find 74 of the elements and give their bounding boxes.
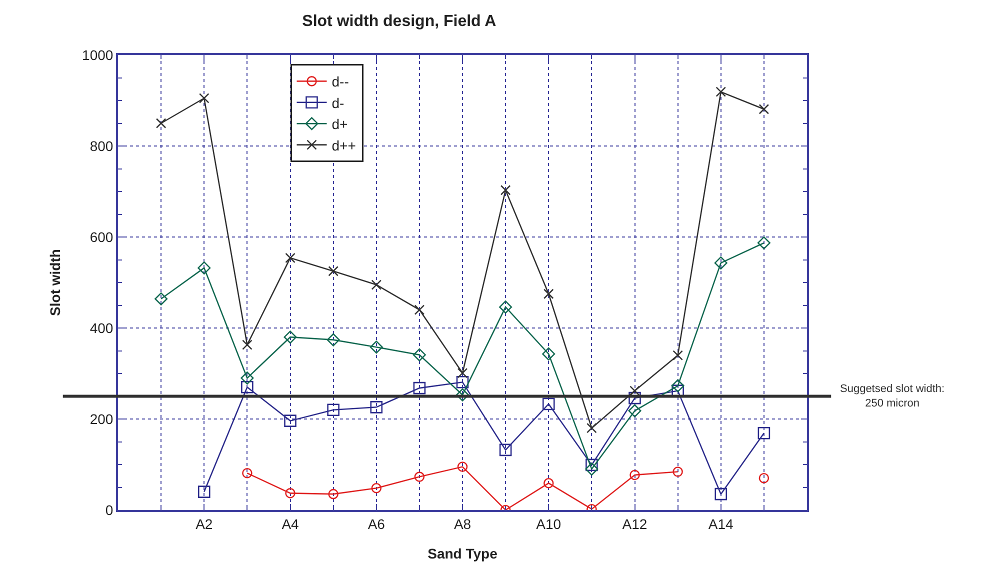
point	[758, 104, 770, 114]
y-tick-label: 600	[90, 228, 114, 245]
point	[630, 470, 640, 480]
point	[414, 472, 425, 482]
point	[242, 340, 252, 350]
x-tick-label: A12	[622, 516, 648, 532]
point	[630, 386, 640, 396]
point	[456, 376, 469, 388]
point	[500, 184, 511, 196]
legend-label: d++	[332, 137, 356, 154]
point	[499, 444, 512, 456]
point	[586, 422, 597, 434]
point	[370, 401, 383, 414]
point	[285, 252, 296, 264]
point	[714, 256, 728, 270]
x-tick-label: A10	[536, 516, 562, 532]
ref-line-label: Suggetsed slot width: 250 micron	[840, 383, 945, 410]
x-tick-label: A6	[368, 516, 386, 532]
x-axis-title: Sand Type	[428, 546, 498, 562]
point	[370, 340, 383, 354]
legend-label: d-	[332, 94, 345, 111]
point	[499, 300, 512, 314]
x-tick-label: A2	[196, 516, 213, 532]
point	[242, 468, 252, 478]
point	[284, 330, 297, 344]
point	[371, 280, 382, 290]
point	[413, 382, 426, 394]
y-tick-label: 0	[105, 502, 114, 518]
y-axis-title: Slot width	[47, 249, 64, 316]
point	[240, 372, 254, 385]
point	[241, 381, 254, 394]
point	[156, 118, 166, 128]
point	[542, 398, 555, 410]
point	[585, 462, 598, 476]
point	[198, 261, 211, 274]
point	[328, 266, 338, 276]
point	[198, 486, 210, 498]
point	[285, 488, 296, 498]
legend-label: d--	[332, 74, 350, 90]
point	[457, 462, 468, 472]
point	[758, 473, 770, 484]
point	[371, 483, 382, 494]
point	[542, 347, 556, 360]
point	[326, 333, 340, 346]
point	[154, 292, 168, 306]
point	[628, 392, 641, 404]
point	[327, 404, 340, 416]
point	[457, 368, 468, 378]
point	[586, 458, 598, 472]
point	[198, 93, 210, 104]
point	[716, 86, 726, 97]
x-tick-label: A8	[454, 516, 472, 532]
x-tick-label: A4	[282, 516, 300, 532]
point	[671, 379, 684, 392]
y-tick-label: 400	[90, 320, 114, 336]
legend-label: d+	[332, 116, 348, 132]
point	[543, 288, 554, 300]
point	[714, 488, 728, 500]
point	[628, 404, 642, 418]
point	[414, 304, 425, 315]
point	[543, 478, 554, 488]
point	[758, 426, 770, 440]
point	[284, 414, 296, 427]
y-tick-label: 800	[90, 138, 114, 154]
y-tick-label: 200	[90, 410, 114, 427]
x-tick-label: A14	[708, 516, 734, 532]
point	[757, 236, 770, 250]
point	[672, 350, 683, 360]
y-tick-label: 1000	[82, 46, 114, 63]
point	[456, 388, 469, 402]
point	[328, 488, 338, 500]
point	[412, 348, 426, 362]
chart-title: Slot width design, Field A	[302, 12, 497, 30]
point	[672, 466, 683, 477]
